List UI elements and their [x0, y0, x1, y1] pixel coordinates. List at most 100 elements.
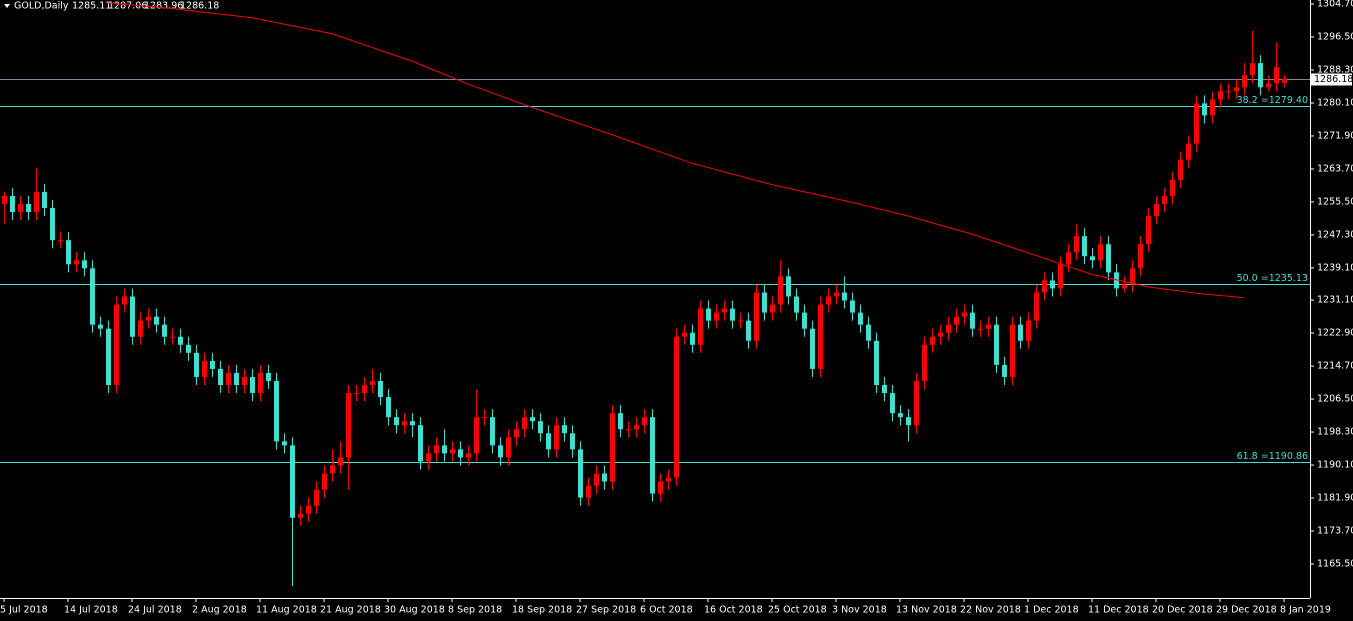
candle-body [698, 308, 703, 345]
candle-body [34, 191, 39, 213]
y-tick-label: 1222.90 [1317, 328, 1353, 339]
candle-body [106, 328, 111, 385]
candle-body [1178, 159, 1183, 180]
candle-body [1250, 63, 1255, 76]
candle-body [1026, 320, 1031, 341]
candle-body [426, 453, 431, 462]
candle-body [850, 300, 855, 313]
candle-body [762, 292, 767, 313]
candle-body [1082, 236, 1087, 257]
candle-body [370, 380, 375, 385]
candle-body [338, 457, 343, 466]
candle-body [746, 320, 751, 341]
candle-body [754, 292, 759, 341]
x-tick-label: 20 Dec 2018 [1152, 605, 1213, 616]
candle-body [634, 425, 639, 430]
candle-body [250, 376, 255, 394]
candle-body [610, 413, 615, 482]
candle-body [810, 328, 815, 369]
candle-body [522, 417, 527, 430]
ohlc-low: 1283.96 [144, 1, 183, 12]
candle-body [802, 312, 807, 329]
candle-body [210, 360, 215, 369]
candle-body [1218, 91, 1223, 100]
candle-body [1114, 272, 1119, 289]
candle-body [962, 312, 967, 317]
candle-body [1234, 87, 1239, 92]
candle-body [594, 473, 599, 486]
menu-triangle[interactable] [4, 4, 10, 8]
x-tick-label: 8 Sep 2018 [448, 605, 502, 616]
candle-body [442, 445, 447, 454]
y-tick-label: 1271.90 [1317, 130, 1353, 141]
candle-body [330, 465, 335, 474]
x-tick-label: 3 Nov 2018 [832, 605, 887, 616]
x-tick-label: 6 Oct 2018 [640, 605, 693, 616]
candle-body [986, 324, 991, 329]
candle-body [1058, 264, 1063, 289]
candle-body [26, 203, 31, 213]
candle-body [674, 336, 679, 478]
candle-body [842, 292, 847, 301]
ohlc-high: 1287.06 [108, 1, 147, 12]
candle-body [938, 332, 943, 337]
candle-body [666, 477, 671, 482]
candle-body [722, 308, 727, 313]
candle-body [50, 207, 55, 241]
candle-body [730, 308, 735, 321]
candle-body [74, 260, 79, 265]
candle-body [602, 473, 607, 482]
candle-body [906, 417, 911, 426]
candle-body [658, 481, 663, 494]
candle-body [130, 296, 135, 337]
candle-body [138, 320, 143, 337]
candle-body [570, 433, 575, 450]
candle-body [946, 324, 951, 333]
candle-body [90, 268, 95, 325]
candle-body [578, 449, 583, 498]
candle-body [914, 380, 919, 426]
candle-body [258, 372, 263, 394]
y-tick-label: 1304.70 [1317, 0, 1353, 10]
candle-body [1106, 244, 1111, 273]
candle-body [642, 417, 647, 426]
candle-body [626, 429, 631, 431]
candle-body [650, 417, 655, 494]
x-tick-label: 18 Sep 2018 [512, 605, 572, 616]
candle-body [1226, 91, 1231, 93]
x-tick-label: 21 Aug 2018 [320, 605, 381, 616]
candle-body [1274, 67, 1279, 84]
candle-body [554, 425, 559, 450]
candle-body [458, 449, 463, 458]
candle-body [322, 473, 327, 490]
candle-body [98, 324, 103, 329]
x-tick-label: 30 Aug 2018 [384, 605, 445, 616]
candle-body [1282, 78, 1287, 83]
fibo-level-label: 61.8 =1190.86 [1237, 451, 1308, 462]
candle-body [858, 312, 863, 325]
candle-body [1186, 143, 1191, 160]
candle-body [1002, 364, 1007, 377]
candle-body [1074, 236, 1079, 253]
ohlc-open: 1285.11 [72, 1, 111, 12]
candle-body [42, 191, 47, 208]
candle-body [282, 441, 287, 446]
candle-body [1146, 216, 1151, 245]
candle-body [202, 360, 207, 377]
candle-body [218, 368, 223, 385]
candle-body [314, 489, 319, 506]
candle-body [114, 304, 119, 385]
candle-body [506, 437, 511, 458]
candle-body [1194, 103, 1199, 144]
y-tick-label: 1247.30 [1317, 229, 1353, 240]
candle-body [418, 425, 423, 462]
candle-body [474, 417, 479, 454]
candle-body [450, 449, 455, 454]
candle-body [226, 372, 231, 385]
candle-body [410, 421, 415, 426]
ohlc-close: 1286.18 [180, 1, 219, 12]
candle-body [682, 332, 687, 337]
candle-body [498, 445, 503, 458]
